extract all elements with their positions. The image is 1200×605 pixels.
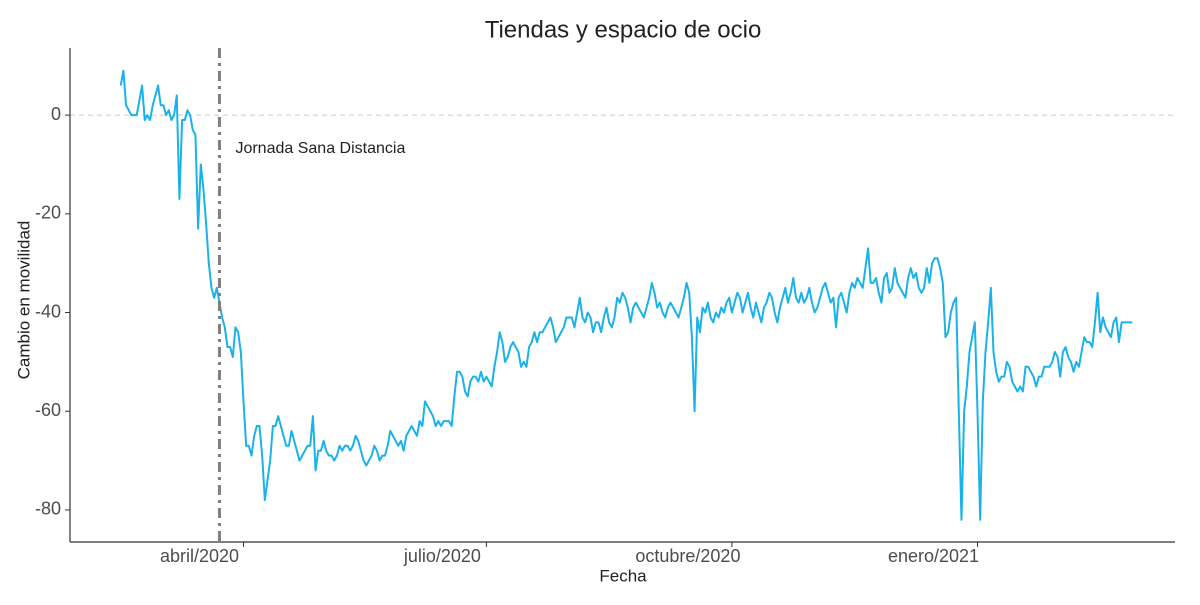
chart-title: Tiendas y espacio de ocio <box>485 16 762 43</box>
y-tick-label: -80 <box>35 499 61 519</box>
y-tick-label: -20 <box>35 203 61 223</box>
event-label: Jornada Sana Distancia <box>235 140 405 157</box>
x-tick-label: enero/2021 <box>888 546 979 566</box>
y-tick-label: 0 <box>51 104 61 124</box>
x-tick-label: octubre/2020 <box>635 546 740 566</box>
y-tick-label: -60 <box>35 400 61 420</box>
data-line <box>119 69 1133 521</box>
y-tick-label: -40 <box>35 301 61 321</box>
x-tick-label: julio/2020 <box>403 546 481 566</box>
y-axis-title: Cambio en movilidad <box>14 221 33 380</box>
x-axis-title: Fecha <box>599 566 647 585</box>
x-tick-label: abril/2020 <box>160 546 239 566</box>
